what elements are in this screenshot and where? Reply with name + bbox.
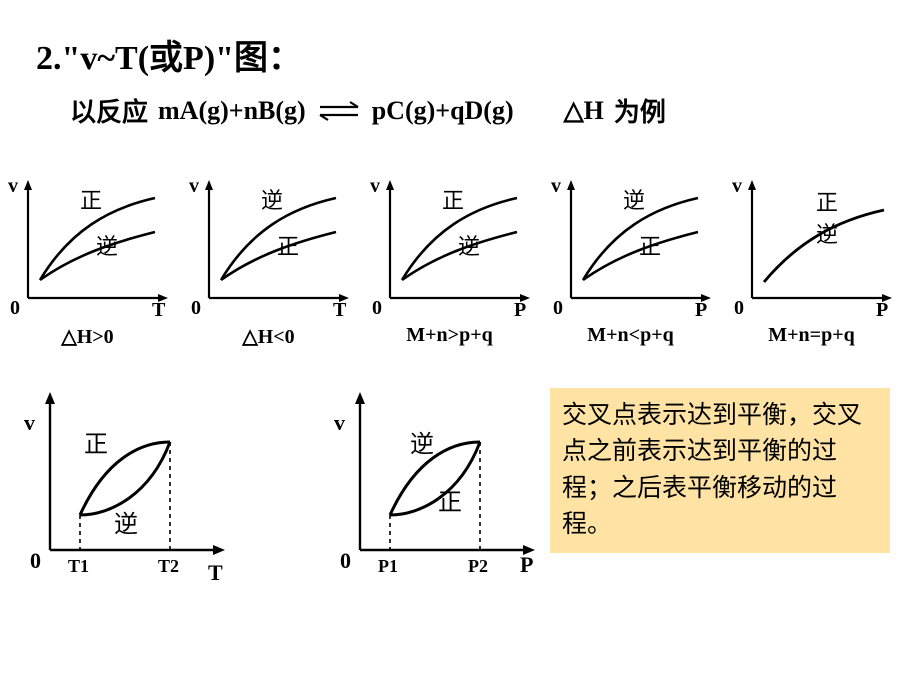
curve-bottom-label: 逆 (458, 234, 480, 259)
tick-1-label: P1 (378, 556, 398, 576)
chart-row-1: v 0 T 正 逆 △H>0 v 0 T 逆 正 △H<0 (0, 170, 899, 349)
explanation-note: 交叉点表示达到平衡，交叉点之前表示达到平衡的过程；之后表平衡移动的过程。 (550, 388, 890, 553)
origin-label: 0 (734, 297, 744, 319)
subtitle-prefix: 以反应 (70, 92, 148, 129)
curve-top-label: 正 (80, 188, 102, 213)
curve-top-label: 逆 (261, 188, 283, 213)
reaction-right: pC(g)+qD(g) (372, 96, 514, 126)
origin-label: 0 (553, 297, 563, 319)
chart-caption: △H<0 (242, 324, 294, 349)
chart-caption: M+n=p+q (768, 324, 854, 347)
axis-x-label: P (520, 552, 533, 577)
tick-2-label: T2 (158, 556, 179, 576)
axis-v-label: v (551, 175, 561, 197)
origin-label: 0 (191, 297, 201, 319)
curve-bottom-label: 正 (639, 234, 661, 259)
chart-small: v 0 P 正 逆 M+n=p+q (724, 170, 899, 349)
axis-v-label: v (370, 175, 380, 197)
origin-label: 0 (340, 548, 351, 573)
curve-bottom-label: 逆 (96, 234, 118, 259)
tick-1-label: T1 (68, 556, 89, 576)
axis-x-label: P (514, 299, 526, 320)
tick-2-label: P2 (468, 556, 488, 576)
section-title: 2."v~T(或P)"图： (36, 30, 302, 79)
curve-top-label: 正 (84, 432, 108, 458)
origin-label: 0 (30, 548, 41, 573)
delta-h-label: △H (564, 96, 604, 126)
origin-label: 0 (10, 297, 20, 319)
curve-top-label: 逆 (623, 188, 645, 213)
axis-v-label: v (732, 175, 742, 197)
chart-svg: v 0 T 正 逆 (0, 170, 175, 320)
curve-bottom-label: 逆 (816, 222, 838, 247)
chart-caption: M+n<p+q (587, 324, 673, 347)
axis-x-label: P (695, 299, 707, 320)
chart-small: v 0 P 正 逆 M+n>p+q (362, 170, 537, 349)
axis-x-label: P (876, 299, 888, 320)
axis-x-label: T (208, 560, 223, 585)
curve-bottom-label: 逆 (114, 511, 138, 538)
chart-small: v 0 T 逆 正 △H<0 (181, 170, 356, 349)
axis-x-label: T (152, 299, 166, 320)
curve-top-label: 正 (442, 188, 464, 213)
curve-top-label: 逆 (410, 431, 434, 458)
chart-row-2: v 0 T T1 T2 正 逆 v 0 P P1 P2 逆 正 (10, 380, 550, 590)
axis-v-label: v (8, 175, 18, 197)
equilibrium-arrows-icon (316, 99, 362, 123)
curve-bottom-label: 正 (438, 490, 462, 516)
origin-label: 0 (372, 297, 382, 319)
axis-v-label: v (189, 175, 199, 197)
chart-caption: △H>0 (61, 324, 113, 349)
chart-caption: M+n>p+q (406, 324, 492, 347)
axis-v-label: v (24, 410, 35, 435)
axis-v-label: v (334, 410, 345, 435)
curve-top-label: 正 (816, 190, 838, 215)
example-suffix: 为例 (614, 92, 666, 129)
chart-small: v 0 P 逆 正 M+n<p+q (543, 170, 718, 349)
chart-large: v 0 P P1 P2 逆 正 (320, 380, 550, 590)
axis-x-label: T (333, 299, 347, 320)
chart-small: v 0 T 正 逆 △H>0 (0, 170, 175, 349)
curve-bottom-label: 正 (277, 234, 299, 259)
reaction-left: mA(g)+nB(g) (158, 96, 306, 126)
subtitle: 以反应 mA(g)+nB(g) pC(g)+qD(g) △H 为例 (70, 92, 666, 129)
chart-large: v 0 T T1 T2 正 逆 (10, 380, 240, 590)
